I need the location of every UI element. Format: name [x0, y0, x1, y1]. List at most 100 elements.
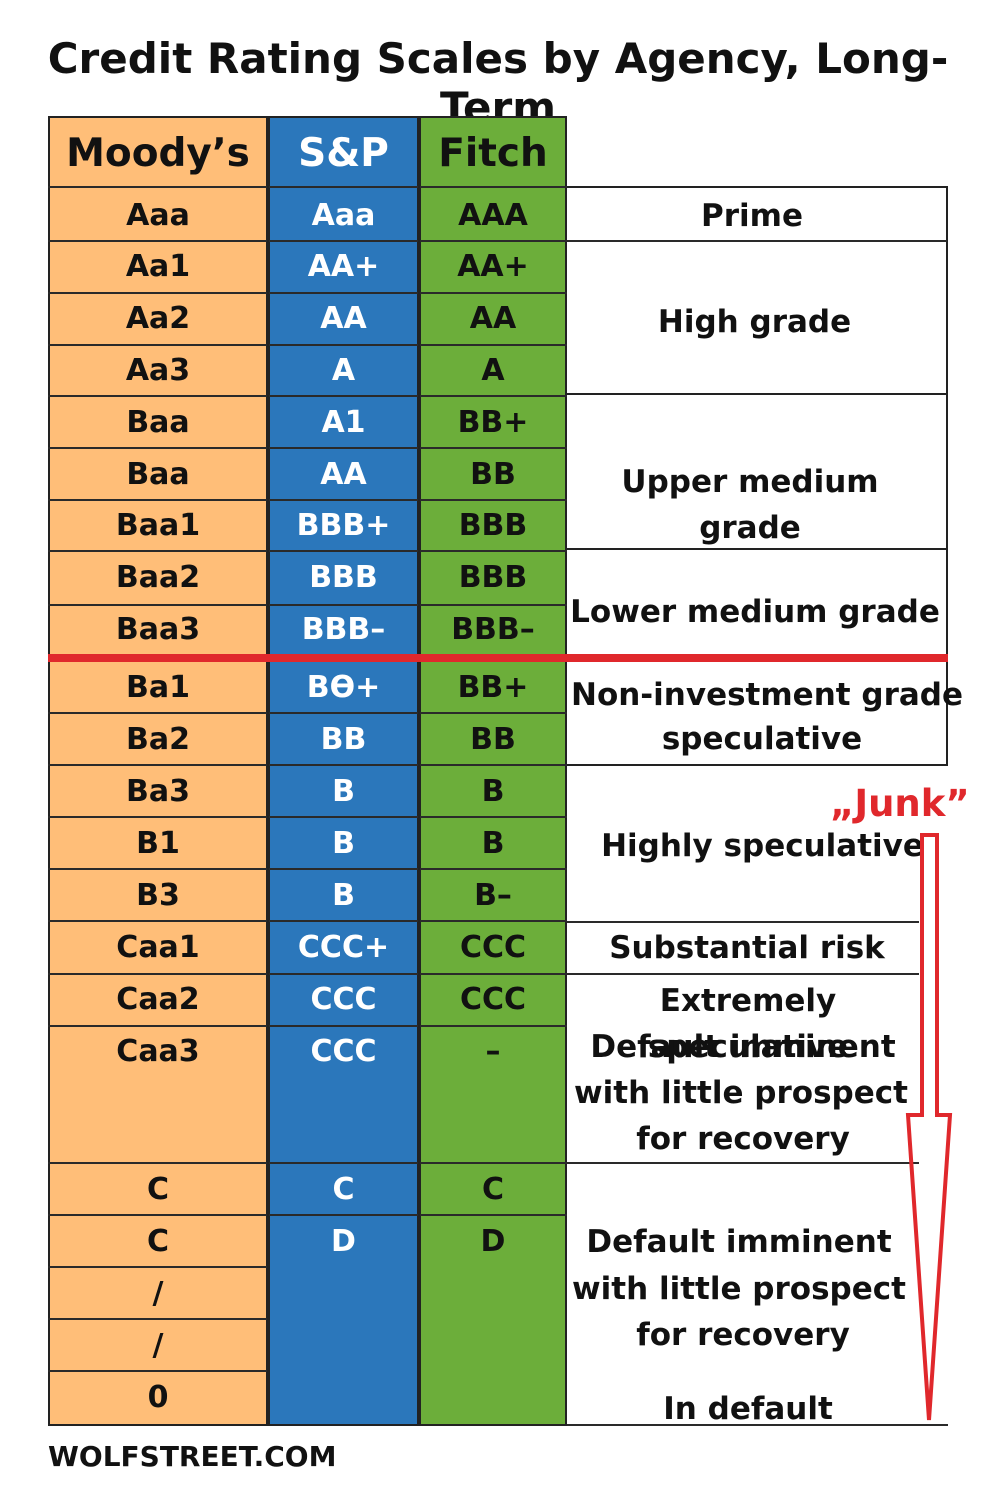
- rating-cell-moodys: Aa3: [125, 353, 191, 388]
- desc-non-investment: Non-investment grade: [571, 677, 963, 713]
- rating-cell-sp: AA+: [307, 249, 380, 284]
- rating-cell-sp: CCC: [310, 982, 377, 1017]
- rating-cell-sp: D: [331, 1224, 356, 1259]
- row-separator: [48, 240, 567, 242]
- row-separator: [48, 1370, 268, 1372]
- desc-substantial-risk: Substantial risk: [609, 930, 885, 966]
- row-separator: [48, 186, 567, 188]
- rating-cell-sp: AA: [320, 457, 367, 492]
- row-separator: [48, 1162, 567, 1164]
- desc-highly-speculative: Highly speculative: [601, 828, 924, 864]
- rating-cell-moodys: C: [146, 1172, 170, 1207]
- rating-cell-moodys: /: [152, 1328, 164, 1363]
- rating-cell-moodys: Ba2: [126, 722, 190, 757]
- desc-high-grade: High grade: [657, 304, 852, 340]
- rating-cell-moodys: Ba1: [126, 670, 190, 705]
- rating-cell-fitch: B: [481, 826, 505, 861]
- rating-cell-fitch: BB: [470, 722, 516, 757]
- moodys-column: [48, 116, 268, 1426]
- rating-cell-sp: [268, 1320, 419, 1372]
- rating-cell-fitch: BBB: [458, 508, 528, 543]
- row-separator: [48, 973, 567, 975]
- rating-cell-sp: BB: [320, 722, 367, 757]
- header-fitch: Fitch: [438, 131, 548, 176]
- desc-box-prime-high: [567, 186, 948, 395]
- row-separator: [48, 1214, 567, 1216]
- rating-cell-moodys: Aa2: [125, 301, 191, 336]
- rating-cell-sp: BBB: [309, 560, 378, 595]
- rating-cell-fitch: BBB–: [451, 612, 535, 647]
- rating-cell-moodys: B1: [136, 826, 180, 861]
- rating-cell-sp: [268, 1372, 419, 1424]
- desc-extremely-speculative: Extremely speculative: [647, 983, 849, 1065]
- rating-cell-sp: CCC: [310, 1034, 377, 1069]
- rating-cell-moodys: 0: [147, 1380, 169, 1415]
- rating-cell-moodys: C: [146, 1224, 170, 1259]
- desc-default-a-line2: with little prospect: [574, 1075, 908, 1111]
- desc-lower-medium: Lower medium grade: [570, 594, 940, 630]
- row-separator: [48, 712, 567, 714]
- row-separator: [48, 550, 567, 552]
- row-separator: [48, 816, 567, 818]
- rating-cell-moodys: Baa1: [115, 508, 201, 543]
- row-separator: [48, 395, 567, 397]
- investment-grade-divider: [48, 654, 948, 662]
- source-footer: WOLFSTREET.COM: [48, 1440, 337, 1473]
- rating-cell-sp: A: [331, 353, 356, 388]
- rating-cell-sp: Aaa: [311, 198, 376, 233]
- desc-speculative: speculative: [661, 721, 863, 757]
- header-sp: S&P: [298, 131, 389, 176]
- rating-cell-fitch: BBB: [458, 560, 528, 595]
- rating-cell-sp: AA: [320, 301, 367, 336]
- rating-cell-sp: B: [332, 774, 355, 809]
- row-separator: [48, 920, 567, 922]
- rating-cell-fitch: A: [481, 353, 505, 388]
- desc-box-upper-medium: [567, 395, 948, 550]
- rating-cell-fitch: BB+: [457, 405, 529, 440]
- desc-divider: [567, 1162, 919, 1164]
- desc-box-lower-medium: [567, 550, 948, 658]
- column-separator: [267, 116, 269, 1426]
- rating-cell-fitch: –: [485, 1034, 501, 1069]
- rating-cell-sp: CCC+: [297, 930, 390, 965]
- rating-cell-moodys: /: [152, 1276, 164, 1311]
- row-separator: [48, 1266, 268, 1268]
- rating-cell-sp: [268, 1268, 419, 1320]
- rating-cell-fitch: D: [480, 1224, 506, 1259]
- desc-default-b-line3: for recovery: [636, 1317, 850, 1353]
- desc-default-b-line1: Default imminent: [586, 1224, 892, 1260]
- desc-default-b-line2: with little prospect: [572, 1271, 906, 1307]
- desc-prime: Prime: [701, 198, 803, 234]
- row-separator: [48, 447, 567, 449]
- desc-divider: [567, 240, 947, 242]
- row-separator: [48, 764, 567, 766]
- rating-cell-fitch: AA+: [457, 249, 529, 284]
- rating-cell-sp: B: [332, 878, 355, 913]
- rating-cell-fitch: [419, 1320, 567, 1372]
- desc-box-non-investment: [567, 662, 948, 766]
- rating-cell-fitch: [419, 1268, 567, 1320]
- rating-cell-moodys: Caa1: [116, 930, 200, 965]
- desc-default-a-line1: Default imminent: [590, 1029, 896, 1065]
- rating-cell-moodys: Aa1: [125, 249, 191, 284]
- downward-arrow-icon: [905, 833, 953, 1421]
- rating-cell-moodys: Caa2: [116, 982, 200, 1017]
- rating-cell-moodys: Baa: [126, 457, 190, 492]
- row-separator: [48, 1025, 567, 1027]
- rating-cell-sp: BBB–: [301, 612, 386, 647]
- rating-cell-moodys: Ba3: [126, 774, 190, 809]
- rating-cell-fitch: [419, 1372, 567, 1424]
- rating-cell-moodys: Baa3: [115, 612, 201, 647]
- rating-cell-sp: C: [332, 1172, 355, 1207]
- rating-cell-sp: A1: [321, 405, 366, 440]
- rating-cell-sp: B: [332, 826, 355, 861]
- rating-cell-moodys: Baa: [126, 405, 190, 440]
- desc-divider: [567, 921, 919, 923]
- row-separator: [48, 1318, 268, 1320]
- rating-cell-sp: BBB+: [296, 508, 391, 543]
- rating-cell-fitch: C: [481, 1172, 505, 1207]
- rating-cell-moodys: B3: [136, 878, 180, 913]
- column-separator: [418, 116, 420, 1426]
- desc-upper-medium: Upper medium grade: [621, 464, 879, 546]
- row-separator: [48, 292, 567, 294]
